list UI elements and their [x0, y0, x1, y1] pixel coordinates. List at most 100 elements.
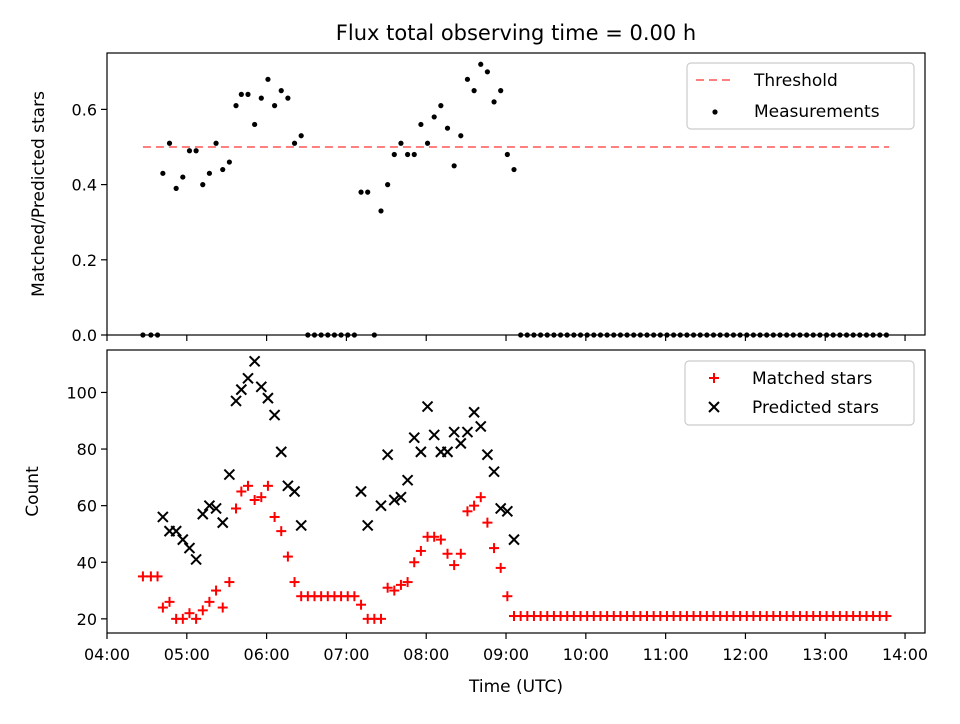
measurement-point [498, 88, 504, 94]
legend-threshold-label: Threshold [753, 71, 838, 91]
measurement-point [160, 170, 166, 176]
y-tick-label: 0.2 [72, 251, 97, 270]
predicted-stars-point [501, 505, 514, 518]
matched-stars-point [455, 548, 466, 559]
matched-stars-point [197, 605, 208, 616]
axes-frame [106, 349, 926, 634]
x-axis-label: Time (UTC) [468, 677, 563, 697]
x-tick-label: 05:00 [164, 645, 210, 664]
matched-stars-point [262, 480, 273, 491]
x-tick-label: 09:00 [483, 645, 529, 664]
predicted-stars-point [223, 468, 236, 481]
matched-stars-point [402, 577, 413, 588]
y-tick-label: 0.0 [72, 326, 97, 345]
matched-stars-point [282, 551, 293, 562]
measurement-point [504, 151, 510, 158]
measurement-point [478, 61, 484, 67]
y-tick-label: 80 [77, 440, 97, 459]
predicted-stars-point [375, 499, 387, 512]
matched-stars-point [502, 591, 513, 602]
predicted-stars-point [248, 355, 261, 368]
predicted-stars-point [475, 420, 487, 433]
x-tick-label: 04:00 [84, 645, 130, 664]
measurement-point [358, 189, 364, 195]
matched-stars-point [482, 517, 493, 528]
predicted-stars-point [255, 381, 267, 393]
bottom-y-axis-label: Count [23, 466, 43, 517]
matched-stars-point [236, 486, 247, 497]
predicted-stars-point [183, 542, 196, 554]
measurement-point [438, 103, 444, 109]
legend-matched-label: Matched stars [752, 369, 872, 389]
matched-stars-point [164, 596, 175, 607]
matched-stars-point [415, 545, 426, 556]
bottom-panel: 20 40 60 80 100 04:00 05:00 06:00 07:00 08:00 09:0… [66, 349, 928, 664]
matched-stars-point [157, 602, 168, 613]
predicted-stars-point [468, 406, 480, 418]
measurement-point [193, 148, 199, 154]
matched-stars-point [211, 585, 222, 596]
predicted-stars-point [361, 519, 374, 532]
matched-stars-point [249, 494, 260, 505]
matched-stars-point [389, 585, 400, 596]
matched-stars-point [184, 608, 195, 619]
x-tick-label: 06:00 [244, 645, 290, 664]
matched-stars-point [881, 611, 892, 622]
measurement-point [464, 76, 471, 82]
measurement-point [180, 174, 186, 180]
predicted-stars-point [355, 485, 367, 498]
matched-stars-point [395, 579, 406, 590]
measurement-point [226, 159, 232, 165]
predicted-stars-point [455, 437, 467, 450]
predicted-stars-point [203, 499, 216, 512]
predicted-stars-point [288, 485, 301, 498]
legend-box [686, 62, 915, 130]
x-tick-label: 08:00 [403, 645, 449, 664]
measurement-point [424, 140, 431, 146]
measurement-point [233, 103, 239, 109]
matched-stars-point [469, 500, 480, 511]
legend-predicted-swatch [708, 401, 720, 413]
measurement-point [258, 95, 264, 101]
y-tick-label: 60 [77, 497, 97, 516]
measurement-point [444, 125, 451, 131]
predicted-stars-point [235, 383, 248, 396]
matched-stars-point [356, 599, 367, 610]
axes-frame [106, 52, 926, 336]
predicted-stars-point [388, 494, 401, 506]
y-tick-label: 100 [66, 383, 97, 402]
matched-stars-point [475, 492, 486, 503]
matched-stars-point [349, 591, 360, 602]
predicted-stars-point [381, 449, 394, 461]
measurement-point [391, 151, 397, 158]
matched-stars-point [217, 602, 228, 613]
predicted-stars-point [448, 426, 460, 438]
matched-stars-point [449, 560, 460, 571]
predicted-stars-point [170, 525, 182, 537]
predicted-stars-point [262, 392, 274, 404]
measurement-point [285, 95, 291, 101]
matched-stars-point [495, 562, 506, 573]
measurement-point [385, 182, 391, 188]
x-tick-label: 14:00 [882, 645, 928, 664]
matched-stars-point [289, 577, 300, 588]
x-tick-label: 07:00 [323, 645, 369, 664]
measurement-point [451, 163, 457, 169]
measurement-point [265, 76, 271, 82]
legend-measurements-label: Measurements [754, 102, 880, 122]
predicted-stars-point [428, 429, 440, 441]
predicted-stars-point [421, 400, 434, 413]
measurement-point [278, 88, 284, 94]
measurement-point [173, 185, 179, 191]
matched-stars-point [177, 613, 188, 624]
measurement-point [271, 103, 278, 109]
y-tick-label: 0.6 [72, 100, 97, 119]
matched-stars-point [269, 511, 280, 522]
matched-stars-point [152, 571, 163, 582]
predicted-stars-point [295, 519, 307, 532]
chart-title: Flux total observing time = 0.00 h [336, 21, 696, 45]
y-tick-label: 20 [77, 610, 97, 629]
legend-box [684, 360, 915, 426]
predicted-stars-point [210, 502, 222, 515]
